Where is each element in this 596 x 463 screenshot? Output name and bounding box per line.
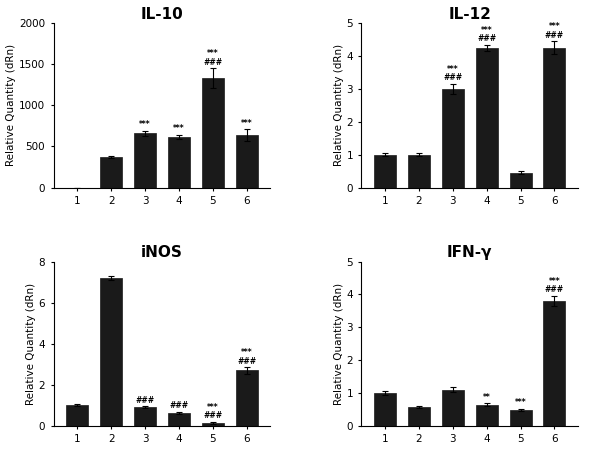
Bar — [134, 407, 156, 426]
Text: ***
###: *** ### — [203, 403, 222, 420]
Title: IL-12: IL-12 — [448, 7, 491, 22]
Bar — [100, 157, 122, 188]
Text: ###: ### — [135, 396, 154, 405]
Bar — [442, 390, 464, 426]
Bar — [134, 133, 156, 188]
Text: ***
###: *** ### — [237, 349, 256, 366]
Text: ***: *** — [139, 120, 151, 129]
Text: ***: *** — [173, 124, 185, 133]
Title: IFN-γ: IFN-γ — [447, 245, 492, 260]
Bar — [202, 423, 224, 426]
Bar — [168, 137, 190, 188]
Bar — [544, 301, 566, 426]
Y-axis label: Relative Quantity (dRn): Relative Quantity (dRn) — [7, 44, 16, 166]
Text: ***
###: *** ### — [203, 50, 222, 67]
Bar — [408, 407, 430, 426]
Y-axis label: Relative Quantity (dRn): Relative Quantity (dRn) — [334, 44, 344, 166]
Y-axis label: Relative Quantity (dRn): Relative Quantity (dRn) — [26, 283, 36, 405]
Bar — [476, 48, 498, 188]
Text: ***
###: *** ### — [477, 25, 496, 43]
Bar — [374, 155, 396, 188]
Text: ***
###: *** ### — [545, 277, 564, 294]
Text: ***: *** — [241, 119, 253, 127]
Bar — [408, 155, 430, 188]
Y-axis label: Relative Quantity (dRn): Relative Quantity (dRn) — [334, 283, 344, 405]
Bar — [374, 393, 396, 426]
Bar — [510, 410, 532, 426]
Title: iNOS: iNOS — [141, 245, 183, 260]
Text: **: ** — [483, 393, 491, 401]
Bar — [202, 78, 224, 188]
Text: ***
###: *** ### — [443, 65, 462, 82]
Bar — [66, 406, 88, 426]
Bar — [442, 89, 464, 188]
Bar — [235, 370, 257, 426]
Text: ###: ### — [169, 401, 188, 410]
Bar — [168, 413, 190, 426]
Bar — [476, 405, 498, 426]
Bar — [510, 173, 532, 188]
Text: ***
###: *** ### — [545, 22, 564, 40]
Title: IL-10: IL-10 — [141, 7, 184, 22]
Bar — [235, 135, 257, 188]
Text: ***: *** — [515, 398, 526, 407]
Bar — [100, 278, 122, 426]
Bar — [544, 48, 566, 188]
